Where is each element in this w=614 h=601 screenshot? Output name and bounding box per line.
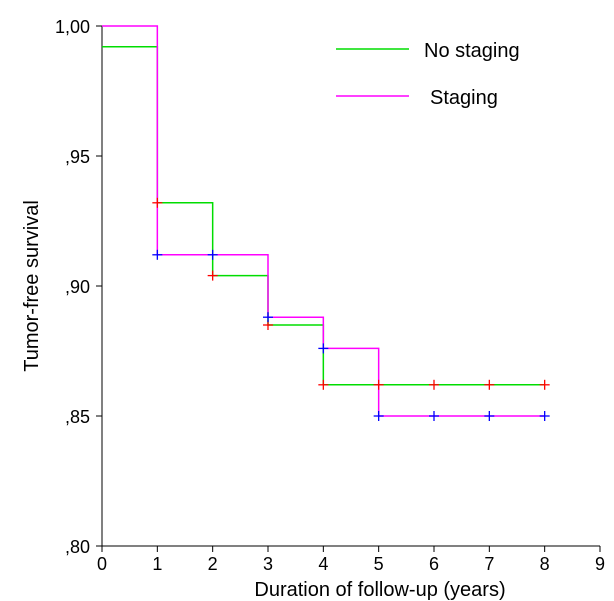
y-tick-label: ,80 <box>65 537 90 557</box>
series-lines <box>102 25 545 417</box>
censor-mark <box>373 411 384 421</box>
y-axis-ticks: ,80 ,85 ,90 ,95 1,00 <box>55 17 102 557</box>
censor-marks <box>152 197 550 421</box>
x-tick-label: 0 <box>97 554 107 574</box>
censor-mark <box>152 249 163 260</box>
censor-mark <box>318 379 329 390</box>
plot-area <box>101 26 600 547</box>
censor-mark <box>263 312 273 323</box>
x-tick-label: 9 <box>595 554 605 574</box>
censor-mark <box>152 197 163 208</box>
censor-mark <box>484 379 495 390</box>
censor-mark <box>484 411 495 421</box>
censor-mark <box>539 379 550 390</box>
x-tick-label: 2 <box>208 554 218 574</box>
censor-mark <box>429 411 439 421</box>
legend-label-staging: Staging <box>430 87 498 109</box>
x-axis-title: Duration of follow-up (years) <box>254 579 505 601</box>
censor-mark <box>429 379 439 390</box>
x-tick-label: 3 <box>263 554 273 574</box>
x-tick-label: 6 <box>429 554 439 574</box>
x-axis-ticks: 0 1 2 3 4 5 6 7 8 9 <box>97 546 605 574</box>
x-tick-label: 7 <box>484 554 494 574</box>
censor-mark <box>207 270 218 281</box>
censor-mark <box>373 379 384 390</box>
y-tick-label: ,90 <box>65 277 90 297</box>
y-tick-label: 1,00 <box>55 17 90 37</box>
x-tick-label: 8 <box>540 554 550 574</box>
legend: No staging Staging <box>336 40 520 109</box>
y-tick-label: ,85 <box>65 407 90 427</box>
legend-label-no-staging: No staging <box>424 40 520 62</box>
x-tick-label: 5 <box>374 554 384 574</box>
censor-mark <box>207 249 218 260</box>
y-axis-title: Tumor-free survival <box>21 200 43 372</box>
censor-mark <box>318 343 329 354</box>
x-tick-label: 1 <box>152 554 162 574</box>
y-tick-label: ,95 <box>65 147 90 167</box>
x-tick-label: 4 <box>318 554 328 574</box>
censor-mark <box>539 411 550 421</box>
